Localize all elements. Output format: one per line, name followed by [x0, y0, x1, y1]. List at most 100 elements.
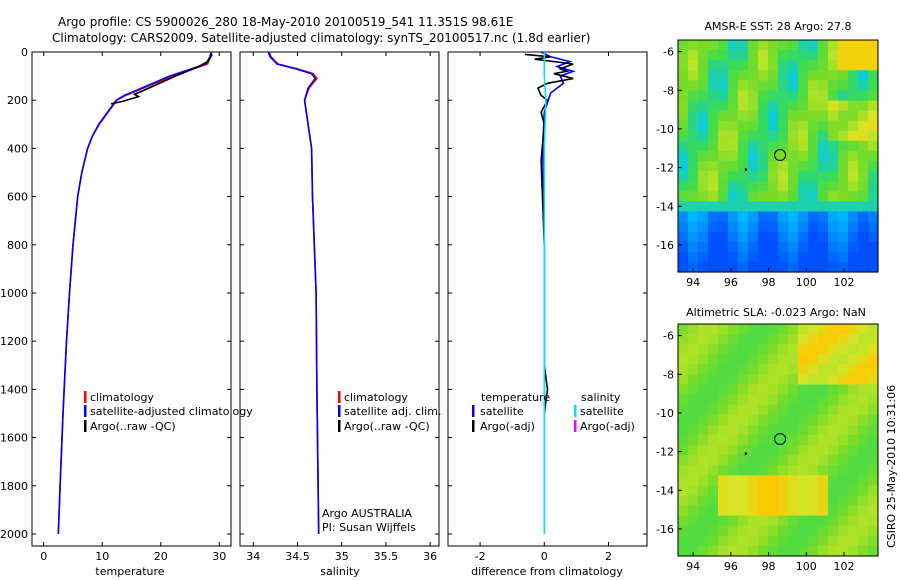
map-cell: [808, 545, 819, 557]
map-cell: [688, 434, 699, 446]
map-cell: [748, 181, 759, 192]
map-cell: [748, 100, 759, 112]
map-cell: [758, 231, 769, 243]
argo-annotation-line1: Argo AUSTRALIA: [322, 507, 412, 520]
map-cell: [848, 394, 859, 406]
map-cell: [798, 120, 809, 132]
map-cell: [798, 364, 809, 376]
map-cell: [778, 495, 789, 507]
map-cell: [838, 545, 849, 557]
map-cell: [808, 475, 819, 486]
map-cell: [798, 60, 809, 71]
y-tick-label: 0: [21, 46, 28, 59]
map-cell: [748, 505, 759, 517]
map-cell: [838, 110, 849, 122]
map-cell: [718, 231, 729, 243]
map-cell: [768, 515, 779, 527]
map-cell: [728, 221, 739, 233]
map-cell: [758, 384, 769, 396]
map-cell: [848, 445, 859, 456]
map-cell: [738, 374, 749, 386]
prior-position-dot: [744, 452, 748, 455]
map-cell: [748, 211, 759, 223]
map-cell: [798, 181, 809, 192]
map-cell: [808, 445, 819, 456]
map-cell: [738, 404, 749, 416]
map-cell: [838, 324, 849, 335]
map-cell: [788, 394, 799, 406]
map-cell: [758, 100, 769, 112]
map-cell: [678, 324, 689, 335]
map-cell: [788, 211, 799, 223]
map-cell: [708, 50, 719, 61]
map-cell: [848, 525, 859, 537]
temperature-xlabel: temperature: [95, 565, 164, 578]
map-cell: [838, 201, 849, 213]
map-cell: [678, 171, 689, 182]
map-cell: [748, 40, 759, 51]
map-cell: [698, 191, 709, 202]
map-cell: [788, 404, 799, 416]
map-cell: [718, 354, 729, 365]
map-cell: [828, 140, 839, 152]
map-cell: [708, 251, 719, 263]
map-cell: [758, 221, 769, 233]
map-cell: [738, 241, 749, 253]
map-cell: [728, 130, 739, 142]
map-cell: [838, 90, 849, 102]
map-cell: [778, 60, 789, 71]
legend-swatch-argo: [472, 420, 475, 432]
map-cell: [698, 445, 709, 456]
map-cell: [828, 475, 839, 486]
map-cell: [708, 455, 719, 466]
map-cell: [738, 354, 749, 365]
map-cell: [678, 485, 689, 497]
map-cell: [838, 384, 849, 396]
map-cell: [718, 90, 729, 102]
map-cell: [768, 495, 779, 507]
map-cell: [848, 150, 859, 162]
map-cell: [828, 515, 839, 527]
map-cell: [858, 191, 869, 202]
map-cell: [698, 140, 709, 152]
map-cell: [868, 495, 879, 507]
map-cell: [678, 545, 689, 557]
map-cell: [848, 191, 859, 202]
map-cell: [828, 201, 839, 213]
map-cell: [698, 424, 709, 436]
map-cell: [778, 171, 789, 182]
map-cell: [868, 525, 879, 537]
map-cell: [698, 364, 709, 376]
map-cell: [678, 50, 689, 61]
map-cell: [738, 191, 749, 202]
map-cell: [738, 231, 749, 243]
map-cell: [708, 231, 719, 243]
map-cell: [808, 50, 819, 61]
map-cell: [678, 495, 689, 507]
map-cell: [738, 485, 749, 497]
map-cell: [788, 384, 799, 396]
map-cell: [808, 394, 819, 406]
map-cell: [778, 221, 789, 233]
map-cell: [758, 414, 769, 426]
map-cell: [678, 354, 689, 365]
map-cell: [828, 120, 839, 132]
map-cell: [788, 495, 799, 507]
salinity-plot-frame: [239, 51, 440, 547]
map-cell: [708, 485, 719, 497]
map-cell: [758, 171, 769, 182]
map-y-tick-label: -8: [663, 84, 674, 97]
map-cell: [738, 90, 749, 102]
map-cell: [768, 40, 779, 51]
map-cell: [808, 354, 819, 365]
map-cell: [688, 374, 699, 386]
map-cell: [728, 525, 739, 537]
map-cell: [848, 364, 859, 376]
map-cell: [738, 455, 749, 466]
x-tick-label: 0: [40, 550, 47, 563]
map-x-tick-label: 98: [762, 276, 776, 289]
map-cell: [758, 465, 769, 476]
map-cell: [718, 211, 729, 223]
map-cell: [748, 414, 759, 426]
map-cell: [868, 414, 879, 426]
